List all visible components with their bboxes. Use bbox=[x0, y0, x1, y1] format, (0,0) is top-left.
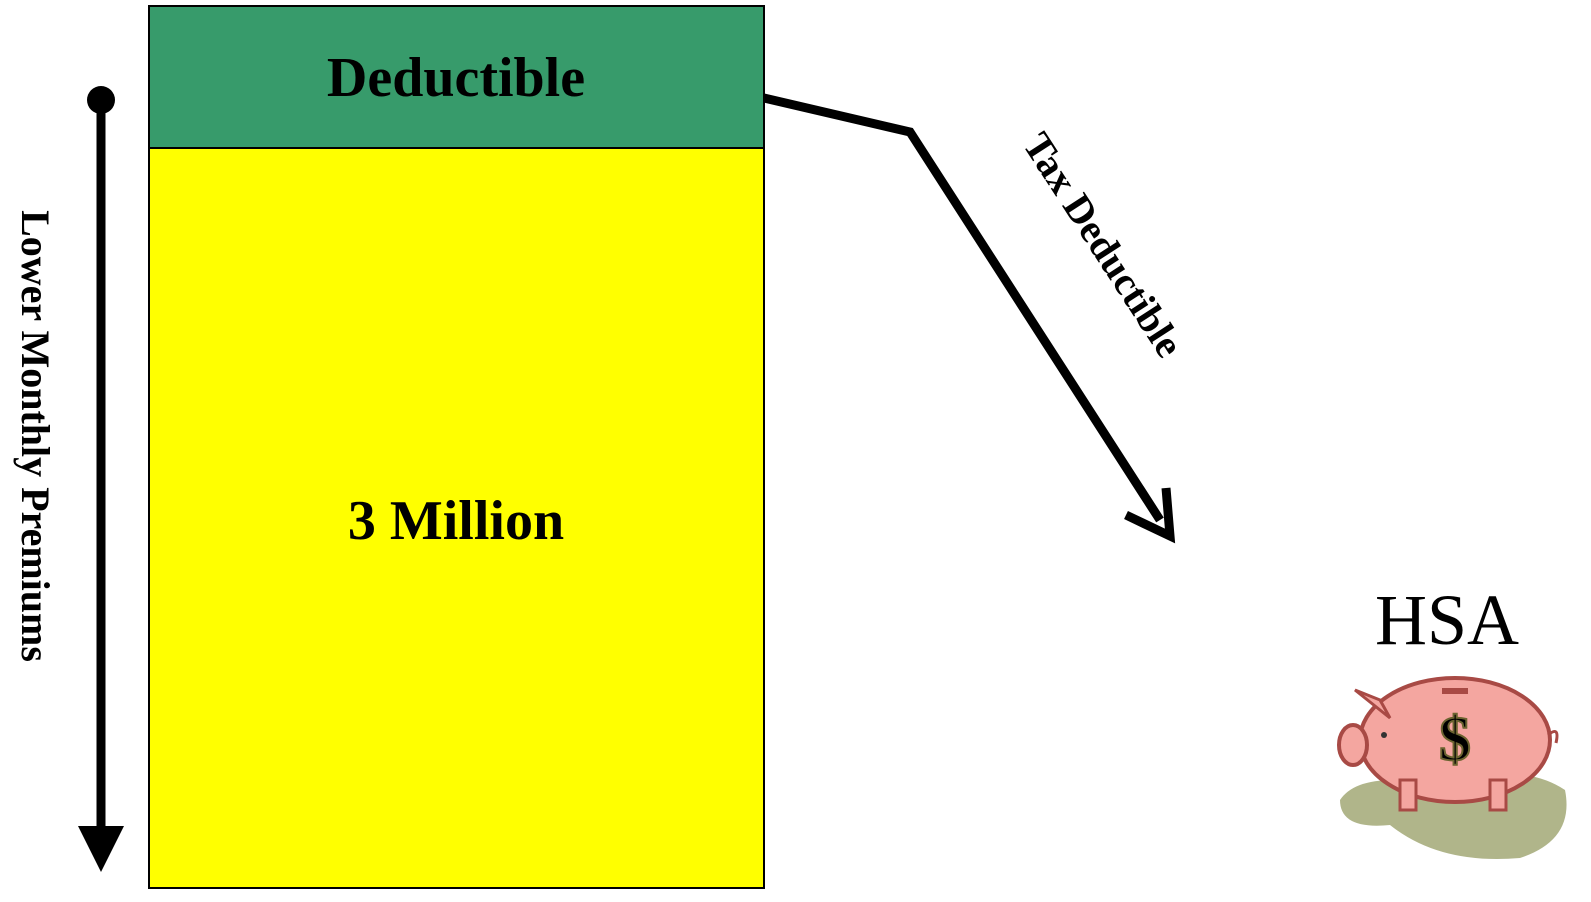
tax-arrow-line bbox=[764, 98, 1160, 520]
piggy-bank-icon: $ bbox=[1339, 678, 1567, 859]
hsa-label: HSA bbox=[1375, 580, 1519, 660]
arrow-head bbox=[78, 826, 124, 872]
premiums-label: Lower Monthly Premiums bbox=[13, 210, 58, 662]
amount-label: 3 Million bbox=[348, 490, 564, 552]
currency-symbol: $ bbox=[1439, 703, 1471, 774]
diagram: Deductible 3 Million Lower Monthly Premi… bbox=[0, 0, 1591, 902]
deductible-label: Deductible bbox=[327, 47, 585, 109]
